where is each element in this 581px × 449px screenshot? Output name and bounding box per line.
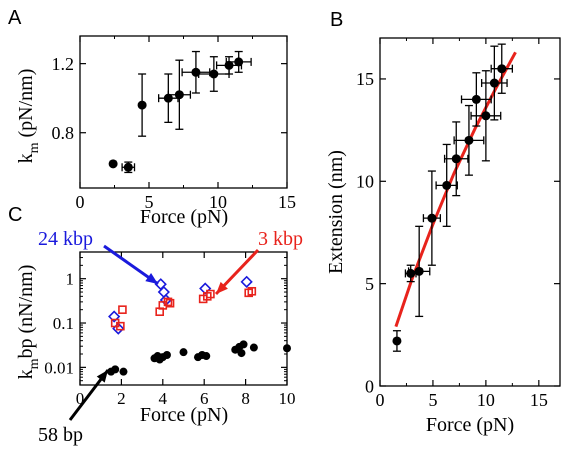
data-point [108, 159, 118, 169]
panel-a-letter: A [8, 7, 22, 29]
x-tick-label: 2 [117, 389, 126, 408]
annotation-58bp-arrow-head [96, 370, 108, 383]
data-point [471, 94, 481, 104]
y-tick-label: 0.1 [53, 314, 74, 333]
x-tick-label: 6 [200, 389, 209, 408]
series-58bp-point [119, 367, 128, 376]
panel-c-arrows [68, 244, 260, 421]
series-3kbp-point [206, 289, 215, 299]
series-3kbp-point [163, 297, 173, 307]
x-tick-label: 0 [376, 390, 385, 410]
data-point [123, 162, 133, 172]
y-tick-label: 1 [66, 270, 75, 289]
panel-c-ylabel-k: k [15, 369, 37, 379]
data-point [209, 69, 219, 79]
x-tick-label: 4 [159, 389, 168, 408]
data-point [489, 78, 499, 88]
data-point [481, 111, 491, 121]
panel-a-ylabel-k: k [15, 153, 37, 163]
y-tick-label: 10 [356, 172, 374, 192]
panel-b-ticks: 0 5 10 15 0 5 10 15 [356, 38, 560, 410]
panel-a-ylabel: km (pN/nm) [15, 69, 42, 164]
series-58bp-point [239, 340, 248, 349]
y-tick-label: 0.01 [44, 358, 74, 377]
y-tick-label: 15 [356, 69, 374, 89]
x-tick-label: 10 [477, 390, 495, 410]
x-tick-label: 15 [278, 192, 296, 212]
series-58bp-point [111, 365, 120, 374]
series-24kbp-point [240, 275, 253, 288]
y-tick-label: 0 [365, 376, 374, 396]
y-tick-label: 5 [365, 274, 374, 294]
panel-c-data [107, 275, 291, 376]
panel-b-frame [379, 37, 561, 387]
series-3kbp-point [116, 321, 125, 331]
series-58bp-point [162, 350, 171, 359]
panel-c-ylabel-sub: m [27, 358, 42, 369]
panel-c-xlabel: Force (pN) [140, 404, 228, 426]
panel-a-chart: A 0 5 10 15 0.8 1.2 Force (pN) km (pN/nm) [8, 7, 296, 228]
panel-b-letter: B [330, 9, 343, 31]
annotation-58bp-label: 58 bp [38, 424, 83, 446]
y-tick-label: 0.8 [52, 123, 75, 143]
series-24kbp-point [199, 282, 212, 295]
data-point [414, 266, 424, 276]
data-point [464, 135, 474, 145]
x-tick-label: 15 [530, 390, 548, 410]
data-point [427, 213, 437, 223]
y-tick-label: 1.2 [52, 54, 75, 74]
data-point [234, 57, 244, 67]
data-point [137, 100, 147, 110]
series-3kbp-point [118, 305, 127, 314]
data-point [174, 90, 184, 100]
data-point [392, 336, 402, 346]
x-tick-label: 0 [76, 389, 85, 408]
panel-c-ylabel: kmbp (nN/nm) [15, 265, 42, 380]
series-58bp-point [179, 348, 188, 357]
series-3kbp-point [247, 286, 257, 296]
panel-a-xlabel: Force (pN) [140, 206, 228, 228]
panel-c-letter: C [8, 204, 22, 226]
panel-c-ylabel-unit: bp (nN/nm) [15, 265, 37, 359]
x-tick-label: 0 [76, 192, 85, 212]
panel-c-chart: C 0 2 4 6 8 10 0.01 0.1 1 Force (pN) kmbp (nN/nm… [8, 204, 303, 446]
x-tick-label: 10 [209, 192, 227, 212]
panel-a-data [108, 50, 252, 174]
panel-b-chart: B 0 5 10 15 0 5 10 15 Force (pN) Extension (nm) [325, 9, 561, 436]
series-58bp-point [202, 352, 211, 361]
annotation-24kbp-arrow-head [145, 273, 158, 284]
x-tick-label: 5 [145, 192, 154, 212]
data-point [406, 268, 416, 278]
annotation-3kbp-arrow-head [216, 281, 228, 294]
panel-b-ylabel: Extension (nm) [325, 150, 347, 274]
x-tick-label: 5 [428, 390, 437, 410]
panel-c-ticks: 0 2 4 6 8 10 0.01 0.1 1 [44, 251, 296, 408]
data-point [497, 64, 507, 74]
panel-a-ylabel-sub: m [27, 142, 42, 153]
series-58bp-point [237, 349, 246, 358]
panel-b-xlabel: Force (pN) [426, 414, 514, 436]
panel-a-ylabel-unit: (pN/nm) [15, 69, 37, 143]
series-58bp-point [249, 343, 258, 352]
data-point [442, 180, 452, 190]
series-24kbp-point [108, 310, 121, 323]
fit-line [394, 51, 517, 328]
data-point [451, 154, 461, 164]
panel-a-ticks: 0 5 10 15 0.8 1.2 [52, 36, 296, 212]
panel-b-data [392, 43, 517, 352]
series-3kbp-point [165, 298, 175, 308]
x-tick-label: 10 [279, 389, 296, 408]
annotation-3kbp-label: 3 kbp [258, 228, 303, 250]
series-58bp-point [283, 344, 291, 353]
annotation-24kbp-label: 24 kbp [38, 228, 93, 250]
x-tick-label: 8 [241, 389, 250, 408]
panel-c-frame [79, 251, 288, 386]
